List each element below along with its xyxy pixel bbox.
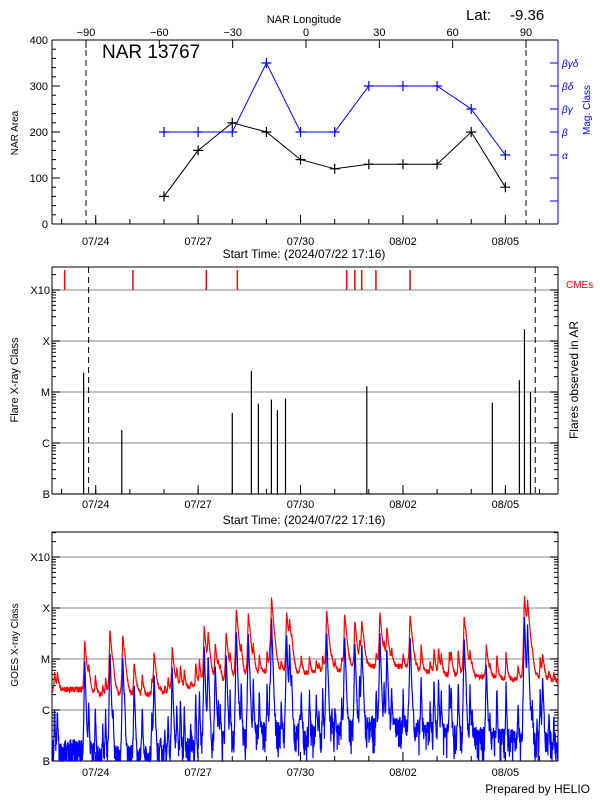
mag-class-point bbox=[363, 81, 374, 91]
mag-class-point bbox=[500, 150, 511, 160]
x-tick-label: 07/30 bbox=[287, 499, 315, 511]
mag-class-point bbox=[397, 81, 408, 91]
y-tick-label: B bbox=[43, 489, 50, 501]
y2-tick-label: βγδ bbox=[561, 59, 579, 70]
nar-area-point bbox=[227, 117, 238, 128]
panel1-title: NAR 13767 bbox=[102, 42, 200, 63]
y-tick-label: X bbox=[43, 336, 51, 348]
y2-tick-label: β bbox=[561, 128, 568, 139]
panel1-xlabel: Start Time: (2024/07/22 17:16) bbox=[223, 247, 386, 261]
lat-label: Lat: bbox=[466, 7, 491, 24]
flare-class-panel: B C M X X10 07/24 07/27 07/30 08/02 08/05 bbox=[30, 266, 559, 511]
nar-area-point bbox=[158, 191, 169, 202]
top-axis-tick-label: 0 bbox=[303, 27, 309, 39]
top-axis-tick-label: 90 bbox=[520, 27, 532, 39]
top-axis-label: NAR Longitude bbox=[267, 14, 342, 26]
lat-value: -9.36 bbox=[510, 7, 544, 24]
x-tick-label: 07/30 bbox=[287, 767, 315, 779]
x-tick-label: 08/05 bbox=[492, 499, 520, 511]
panel1-y2label: Mag. Class bbox=[582, 85, 593, 135]
y-tick-label: 200 bbox=[30, 127, 48, 139]
mag-class-point bbox=[261, 58, 272, 68]
nar-area-point bbox=[193, 145, 204, 156]
cme-label: CMEs bbox=[566, 280, 593, 291]
top-axis-tick-label: 60 bbox=[447, 27, 459, 39]
nar-area-point bbox=[295, 154, 306, 165]
y-tick-label: 300 bbox=[30, 81, 48, 93]
panel1-ylabel: NAR Area bbox=[10, 110, 21, 155]
nar-area-panel: 07/24 07/27 07/30 08/02 08/050100200300400αβ… bbox=[30, 27, 579, 248]
mag-class-point bbox=[295, 127, 306, 137]
y-tick-label: B bbox=[43, 756, 50, 768]
y-tick-label: X10 bbox=[30, 552, 50, 564]
y-tick-label: M bbox=[41, 654, 50, 666]
y-tick-label: 100 bbox=[30, 173, 48, 185]
x-tick-label: 08/05 bbox=[492, 236, 520, 248]
x-tick-label: 07/30 bbox=[287, 236, 315, 248]
x-tick-label: 08/02 bbox=[389, 236, 417, 248]
x-tick-label: 08/02 bbox=[389, 499, 417, 511]
nar-area-point bbox=[397, 159, 408, 170]
goes-long-channel-line bbox=[51, 595, 559, 699]
y2-tick-label: βγ bbox=[561, 105, 574, 116]
y-tick-label: X bbox=[43, 603, 51, 615]
nar-area-point bbox=[261, 127, 272, 137]
panel2-xlabel: Start Time: (2024/07/22 17:16) bbox=[223, 513, 386, 527]
footer-credit: Prepared by HELIO bbox=[485, 782, 590, 796]
panel2-ylabel: Flare X-ray Class bbox=[9, 337, 21, 422]
x-tick-label: 07/27 bbox=[184, 236, 212, 248]
x-tick-label: 07/24 bbox=[82, 767, 110, 779]
x-tick-label: 07/24 bbox=[82, 499, 110, 511]
goes-xray-panel: B C M X X10 07/24 07/27 07/30 08/02 08/05 bbox=[30, 531, 559, 779]
y-tick-label: 0 bbox=[42, 219, 48, 231]
mag-class-point bbox=[432, 81, 443, 91]
y2-tick-label: α bbox=[562, 151, 568, 162]
nar-area-point bbox=[500, 182, 511, 193]
y-tick-label: 400 bbox=[30, 35, 48, 47]
x-tick-label: 08/02 bbox=[389, 767, 417, 779]
panel3-ylabel: GOES X-ray Class bbox=[10, 603, 21, 686]
x-tick-label: 07/24 bbox=[82, 236, 110, 248]
y-tick-label: C bbox=[42, 705, 50, 717]
y2-tick-label: βδ bbox=[561, 82, 574, 93]
top-axis-tick-label: −30 bbox=[223, 27, 242, 39]
mag-class-point bbox=[466, 104, 477, 114]
mag-class-point bbox=[193, 127, 204, 137]
mag-class-line bbox=[163, 61, 506, 156]
top-axis-tick-label: −90 bbox=[77, 27, 96, 39]
nar-area-point bbox=[466, 127, 477, 137]
nar-area-point bbox=[363, 159, 374, 170]
panel2-y2label: Flares observed in AR bbox=[567, 321, 581, 439]
y-tick-label: X10 bbox=[30, 285, 50, 297]
goes-short-channel-line bbox=[51, 616, 559, 763]
top-axis-tick-label: −60 bbox=[150, 27, 169, 39]
x-tick-label: 07/27 bbox=[184, 767, 212, 779]
x-tick-label: 08/05 bbox=[492, 767, 520, 779]
mag-class-point bbox=[227, 127, 238, 137]
nar-area-point bbox=[329, 163, 340, 174]
mag-class-point bbox=[329, 127, 340, 137]
y-tick-label: C bbox=[42, 438, 50, 450]
mag-class-point bbox=[158, 127, 169, 137]
y-tick-label: M bbox=[41, 387, 50, 399]
x-tick-label: 07/27 bbox=[184, 499, 212, 511]
nar-area-point bbox=[432, 159, 443, 170]
top-axis-tick-label: 30 bbox=[373, 27, 385, 39]
